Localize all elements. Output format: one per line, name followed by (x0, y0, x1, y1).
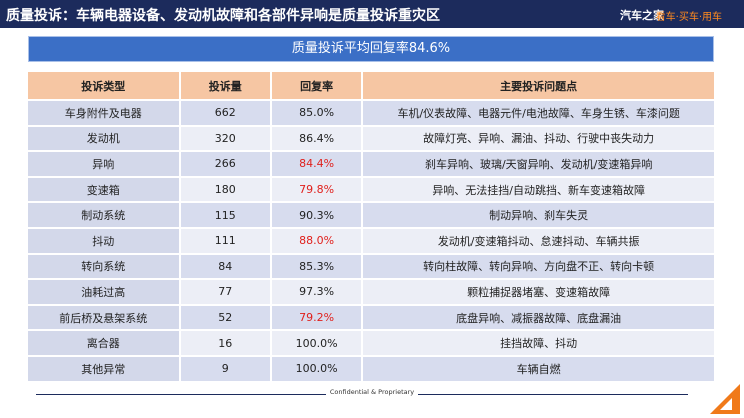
table-cell: 97.3% (271, 280, 362, 304)
table-cell: 变速箱 (28, 177, 179, 202)
table-row: 抖动 111 88.0% 发动机/变速箱抖动、怠速抖动、车辆共振 (28, 228, 714, 253)
slogan: 看车·买车·用车 (655, 12, 722, 23)
table-cell: 88.0% (271, 228, 362, 253)
table-row: 变速箱 180 79.8% 异响、无法挂挡/自动跳挡、新车变速箱故障 (28, 177, 714, 202)
table-cell: 发动机/变速箱抖动、怠速抖动、车辆共振 (363, 228, 714, 253)
complaint-table: 投诉类型 投诉量 回复率 主要投诉问题点 车身附件及电器 662 85.0% 车机/仪表故障… (26, 70, 716, 383)
table-cell: 故障灯亮、异响、漏油、抖动、行驶中丧失动力 (363, 126, 714, 151)
table-cell: 底盘异响、减振器故障、底盘漏油 (363, 305, 714, 330)
table-cell: 车身附件及电器 (28, 101, 179, 125)
table-row: 发动机 320 86.4% 故障灯亮、异响、漏油、抖动、行驶中丧失动力 (28, 126, 714, 151)
table-cell: 180 (180, 177, 270, 202)
corner-logo (710, 384, 740, 414)
table-cell: 84.4% (271, 152, 362, 176)
table-row: 其他异常 9 100.0% 车辆自燃 (28, 356, 714, 381)
logo: 汽车之家 (620, 9, 664, 22)
table-cell: 转向系统 (28, 254, 179, 279)
table-cell: 662 (180, 101, 270, 125)
table-cell: 77 (180, 280, 270, 304)
column-header: 主要投诉问题点 (363, 72, 714, 99)
table-cell: 其他异常 (28, 356, 179, 381)
table-cell: 油耗过高 (28, 280, 179, 304)
table-row: 车身附件及电器 662 85.0% 车机/仪表故障、电器元件/电池故障、车身生锈、车漆… (28, 101, 714, 125)
table-row: 异响 266 84.4% 刹车异响、玻璃/天窗异响、发动机/变速箱异响 (28, 152, 714, 176)
table-cell: 车辆自燃 (363, 356, 714, 381)
table-row: 油耗过高 77 97.3% 颗粒捕捉器堵塞、变速箱故障 (28, 280, 714, 304)
banner: 质量投诉平均回复率84.6% (28, 36, 714, 62)
table-cell: 100.0% (271, 331, 362, 355)
table-cell: 115 (180, 203, 270, 227)
table-cell: 颗粒捕捉器堵塞、变速箱故障 (363, 280, 714, 304)
table-row: 离合器 16 100.0% 挂挡故障、抖动 (28, 331, 714, 355)
table-cell: 前后桥及悬架系统 (28, 305, 179, 330)
table-cell: 266 (180, 152, 270, 176)
table-row: 制动系统 115 90.3% 制动异响、刹车失灵 (28, 203, 714, 227)
table-cell: 86.4% (271, 126, 362, 151)
table-row: 前后桥及悬架系统 52 79.2% 底盘异响、减振器故障、底盘漏油 (28, 305, 714, 330)
table-body: 车身附件及电器 662 85.0% 车机/仪表故障、电器元件/电池故障、车身生锈、车漆… (28, 101, 714, 381)
table-cell: 79.2% (271, 305, 362, 330)
table-cell: 84 (180, 254, 270, 279)
title: 质量投诉：车辆电器设备、发动机故障和各部件异响是质量投诉重灾区 (6, 8, 440, 24)
column-header: 投诉类型 (28, 72, 179, 99)
column-header: 投诉量 (180, 72, 270, 99)
table-cell: 100.0% (271, 356, 362, 381)
table-cell: 9 (180, 356, 270, 381)
table-cell: 52 (180, 305, 270, 330)
table-cell: 挂挡故障、抖动 (363, 331, 714, 355)
table-cell: 制动系统 (28, 203, 179, 227)
table-cell: 79.8% (271, 177, 362, 202)
table-cell: 车机/仪表故障、电器元件/电池故障、车身生锈、车漆问题 (363, 101, 714, 125)
table-cell: 16 (180, 331, 270, 355)
table-cell: 离合器 (28, 331, 179, 355)
table-row: 转向系统 84 85.3% 转向柱故障、转向异响、方向盘不正、转向卡顿 (28, 254, 714, 279)
table-cell: 90.3% (271, 203, 362, 227)
table-cell: 抖动 (28, 228, 179, 253)
table-cell: 异响 (28, 152, 179, 176)
footer-line (36, 394, 326, 395)
table-cell: 转向柱故障、转向异响、方向盘不正、转向卡顿 (363, 254, 714, 279)
footer: Confidential & Proprietary (329, 388, 415, 396)
footer-line (418, 394, 688, 395)
header-row: 投诉类型 投诉量 回复率 主要投诉问题点 (28, 72, 714, 99)
header-bar: 质量投诉：车辆电器设备、发动机故障和各部件异响是质量投诉重灾区 汽车之家 看车·… (0, 0, 744, 28)
table-cell: 85.3% (271, 254, 362, 279)
table-cell: 111 (180, 228, 270, 253)
table-cell: 刹车异响、玻璃/天窗异响、发动机/变速箱异响 (363, 152, 714, 176)
table-cell: 320 (180, 126, 270, 151)
table-cell: 85.0% (271, 101, 362, 125)
table-cell: 制动异响、刹车失灵 (363, 203, 714, 227)
table-cell: 发动机 (28, 126, 179, 151)
table-cell: 异响、无法挂挡/自动跳挡、新车变速箱故障 (363, 177, 714, 202)
column-header: 回复率 (271, 72, 362, 99)
